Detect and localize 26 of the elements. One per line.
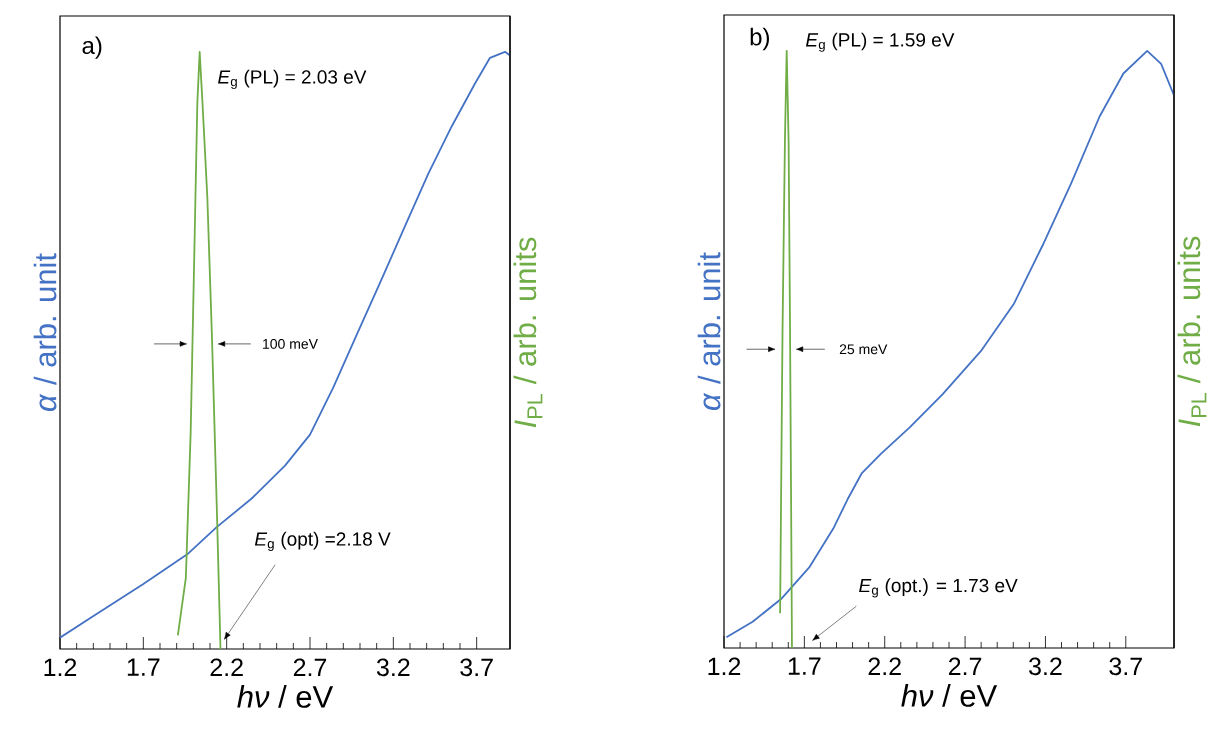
x-tick-label: 3.7	[460, 658, 493, 677]
x-tick-label: 3.2	[376, 658, 410, 677]
x-tick-label: 2.2	[868, 657, 901, 675]
x-tick-label: 1.2	[44, 658, 77, 676]
y-axis-title: α / arb. unit	[33, 253, 57, 411]
x-axis-title: hν / eV	[901, 684, 998, 707]
x-axis-title: hν / eV	[237, 685, 334, 708]
chart-title: a)	[82, 36, 102, 59]
x-tick-label: 1.7	[127, 658, 160, 676]
annotation: E$_{g}$ (PL) = 1.59 eV	[805, 32, 955, 52]
x-tick-label: 2.2	[210, 658, 243, 676]
annotation: E$_{g}$ (opt) =2.18 V	[254, 531, 391, 551]
x-tick-label: 1.7	[788, 657, 821, 675]
annotation: 100 meV	[263, 338, 318, 349]
y2-axis-title: I$_{PL}$ / arb. units	[513, 237, 543, 428]
annotation: E$_{g}$ (PL) = 2.03 eV	[218, 69, 367, 89]
y-axis-title: α / arb. unit	[697, 252, 721, 410]
annotation: 25 meV	[839, 344, 888, 355]
x-tick-label: 2.7	[293, 658, 327, 676]
x-tick-label: 3.2	[1029, 657, 1062, 676]
x-tick-label: 2.7	[948, 657, 982, 675]
annotation: E$_{g}$ (opt.) = 1.73 eV	[859, 578, 1018, 598]
x-tick-label: 3.7	[1109, 657, 1142, 676]
x-tick-label: 1.2	[708, 657, 741, 675]
y2-axis-title: I$_{PL}$ / arb. units	[1177, 236, 1207, 427]
chart-title: b)	[750, 27, 769, 51]
